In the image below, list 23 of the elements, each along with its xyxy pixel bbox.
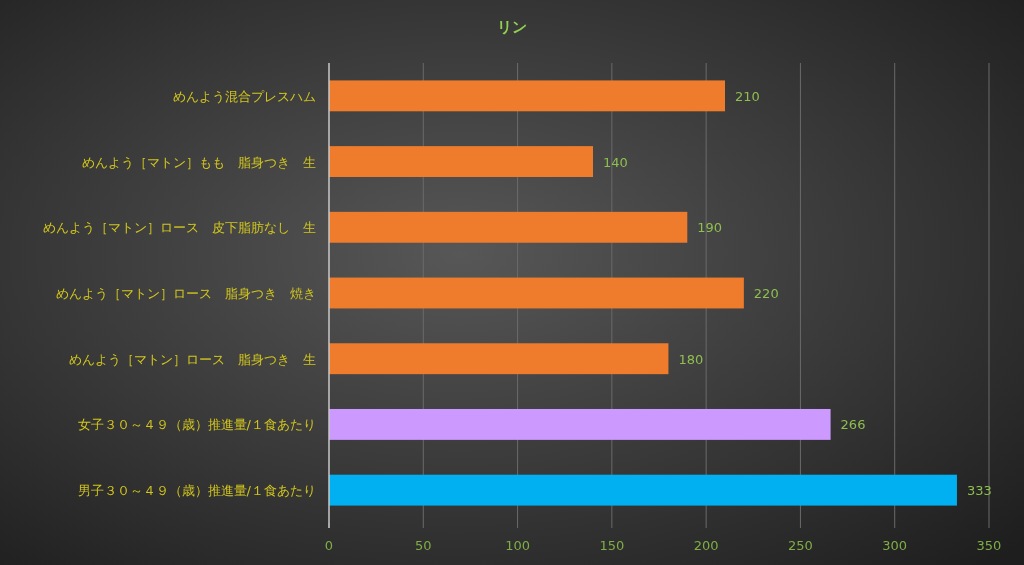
y-tick-label: めんよう［マトン］ロース 脂身つき 生 bbox=[69, 351, 316, 367]
data-label: 333 bbox=[966, 483, 992, 499]
data-label: 210 bbox=[735, 88, 760, 104]
data-label: 180 bbox=[678, 351, 704, 367]
y-tick-label: めんよう［マトン］もも 脂身つき 生 bbox=[82, 154, 316, 170]
x-tick-label: 200 bbox=[693, 538, 719, 553]
y-tick-label: 男子３０～４９（歳）推進量/１食あたり bbox=[77, 483, 316, 499]
x-tick-label: 0 bbox=[324, 538, 334, 553]
x-tick-label: 350 bbox=[976, 538, 1002, 553]
data-label: 266 bbox=[840, 417, 866, 433]
data-label: 190 bbox=[697, 220, 723, 236]
x-tick-label: 150 bbox=[599, 538, 625, 553]
data-label: 140 bbox=[603, 154, 628, 170]
y-tick-label: めんよう混合プレスハム bbox=[173, 88, 316, 104]
x-tick-label: 250 bbox=[788, 538, 813, 553]
chart-title: リン bbox=[497, 18, 527, 36]
x-tick-label: 50 bbox=[415, 538, 432, 553]
x-tick-label: 300 bbox=[882, 538, 908, 553]
x-tick-label: 100 bbox=[505, 538, 530, 553]
y-tick-label: 女子３０～４９（歳）推進量/１食あたり bbox=[77, 417, 316, 433]
data-label: 220 bbox=[753, 286, 779, 301]
y-tick-label: めんよう［マトン］ロース 皮下脂肪なし 生 bbox=[43, 220, 316, 236]
y-tick-label: めんよう［マトン］ロース 脂身つき 焼き bbox=[56, 286, 316, 301]
